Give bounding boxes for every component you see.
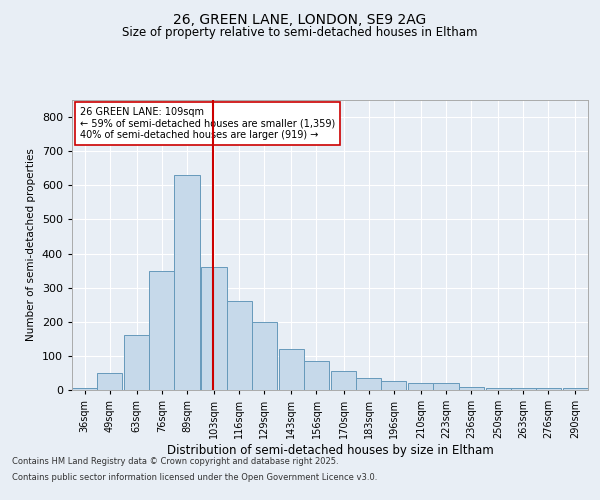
Bar xyxy=(175,175,200,390)
Bar xyxy=(511,388,536,390)
X-axis label: Distribution of semi-detached houses by size in Eltham: Distribution of semi-detached houses by … xyxy=(167,444,493,457)
Text: Contains HM Land Registry data © Crown copyright and database right 2025.: Contains HM Land Registry data © Crown c… xyxy=(12,458,338,466)
Text: Contains public sector information licensed under the Open Government Licence v3: Contains public sector information licen… xyxy=(12,472,377,482)
Text: Size of property relative to semi-detached houses in Eltham: Size of property relative to semi-detach… xyxy=(122,26,478,39)
Bar xyxy=(408,383,433,390)
Bar xyxy=(485,388,511,390)
Bar xyxy=(304,361,329,390)
Bar xyxy=(536,388,561,390)
Text: 26 GREEN LANE: 109sqm
← 59% of semi-detached houses are smaller (1,359)
40% of s: 26 GREEN LANE: 109sqm ← 59% of semi-deta… xyxy=(80,108,335,140)
Bar xyxy=(149,270,175,390)
Text: 26, GREEN LANE, LONDON, SE9 2AG: 26, GREEN LANE, LONDON, SE9 2AG xyxy=(173,12,427,26)
Bar xyxy=(252,322,277,390)
Y-axis label: Number of semi-detached properties: Number of semi-detached properties xyxy=(26,148,36,342)
Bar xyxy=(227,302,252,390)
Bar xyxy=(458,386,484,390)
Bar xyxy=(356,378,381,390)
Bar xyxy=(72,388,97,390)
Bar xyxy=(124,336,149,390)
Bar xyxy=(381,382,406,390)
Bar xyxy=(202,267,227,390)
Bar xyxy=(433,383,458,390)
Bar xyxy=(563,388,588,390)
Bar xyxy=(97,373,122,390)
Bar xyxy=(331,371,356,390)
Bar xyxy=(279,349,304,390)
